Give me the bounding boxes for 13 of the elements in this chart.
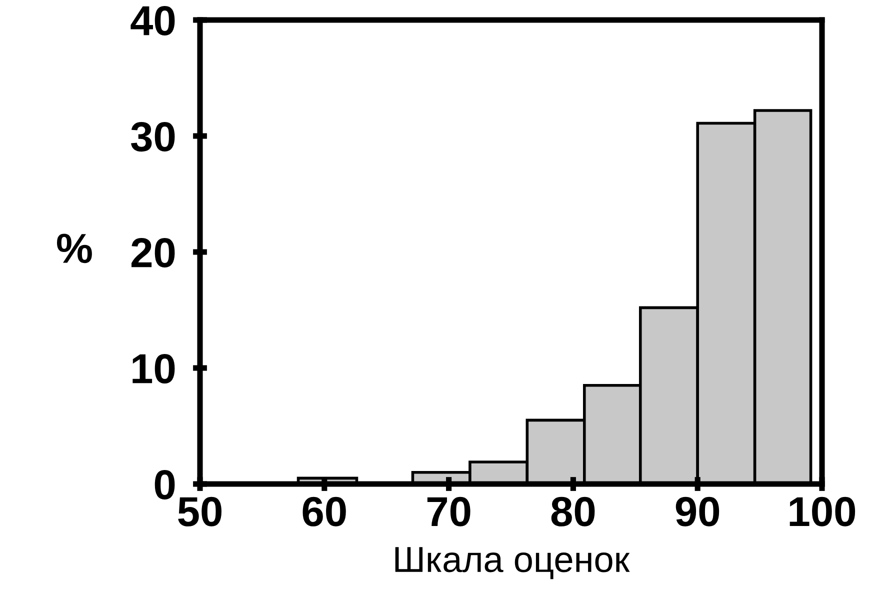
y-axis-title: % xyxy=(57,234,92,264)
y-tick-label: 0 xyxy=(154,470,175,500)
y-tick-label: 10 xyxy=(132,354,175,384)
x-tick-label: 50 xyxy=(178,496,222,526)
y-tick-label: 20 xyxy=(131,238,175,268)
x-tick-label: 80 xyxy=(551,496,595,526)
x-tick-label: 60 xyxy=(302,496,346,526)
y-tick-label: 40 xyxy=(130,6,175,36)
x-tick-label: 70 xyxy=(427,496,470,526)
y-tick-label: 30 xyxy=(131,122,175,152)
x-tick-label: 100 xyxy=(790,496,856,526)
x-axis-title: Шкала оценок xyxy=(395,547,630,580)
x-tick-label: 90 xyxy=(676,496,720,526)
